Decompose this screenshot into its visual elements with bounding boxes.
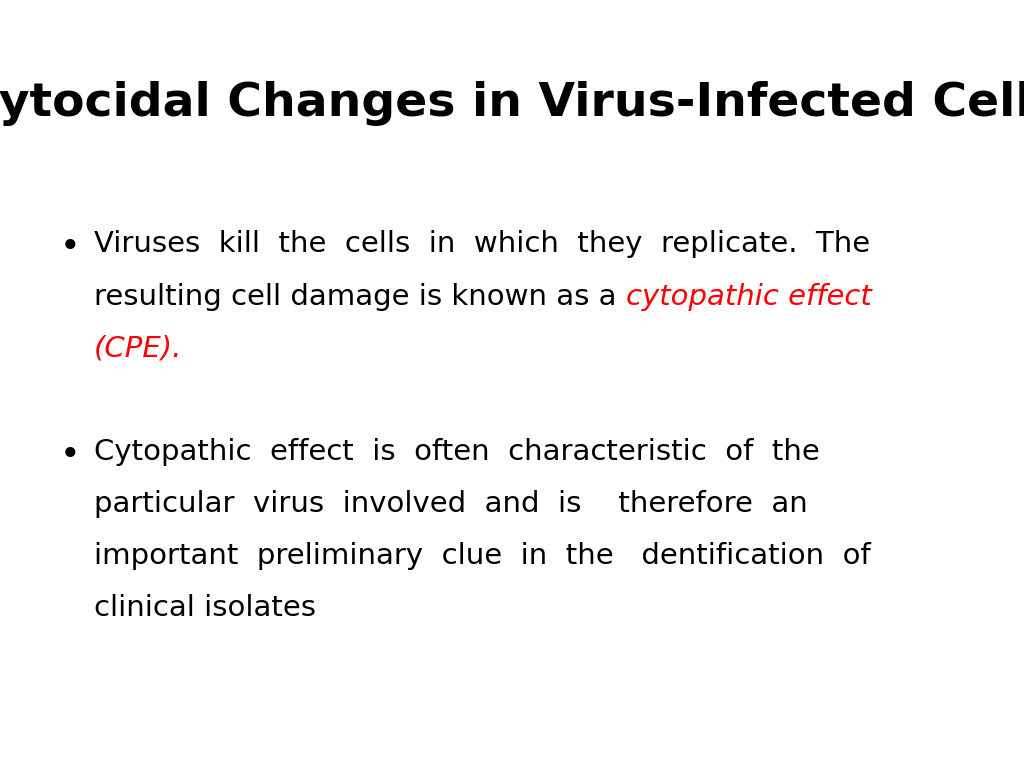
Text: (CPE).: (CPE).	[94, 335, 182, 362]
Text: important  preliminary  clue  in  the   dentification  of: important preliminary clue in the dentif…	[94, 542, 871, 570]
Text: Cytopathic  effect  is  often  characteristic  of  the: Cytopathic effect is often characteristi…	[94, 438, 820, 465]
Text: cytopathic effect: cytopathic effect	[626, 283, 871, 310]
Text: •: •	[59, 230, 80, 264]
Text: resulting cell damage is known as a: resulting cell damage is known as a	[94, 283, 626, 310]
Text: Viruses  kill  the  cells  in  which  they  replicate.  The: Viruses kill the cells in which they rep…	[94, 230, 870, 258]
Text: •: •	[59, 438, 80, 472]
Text: Cytocidal Changes in Virus-Infected Cells: Cytocidal Changes in Virus-Infected Cell…	[0, 81, 1024, 126]
Text: particular  virus  involved  and  is    therefore  an: particular virus involved and is therefo…	[94, 490, 808, 518]
Text: clinical isolates: clinical isolates	[94, 594, 316, 622]
